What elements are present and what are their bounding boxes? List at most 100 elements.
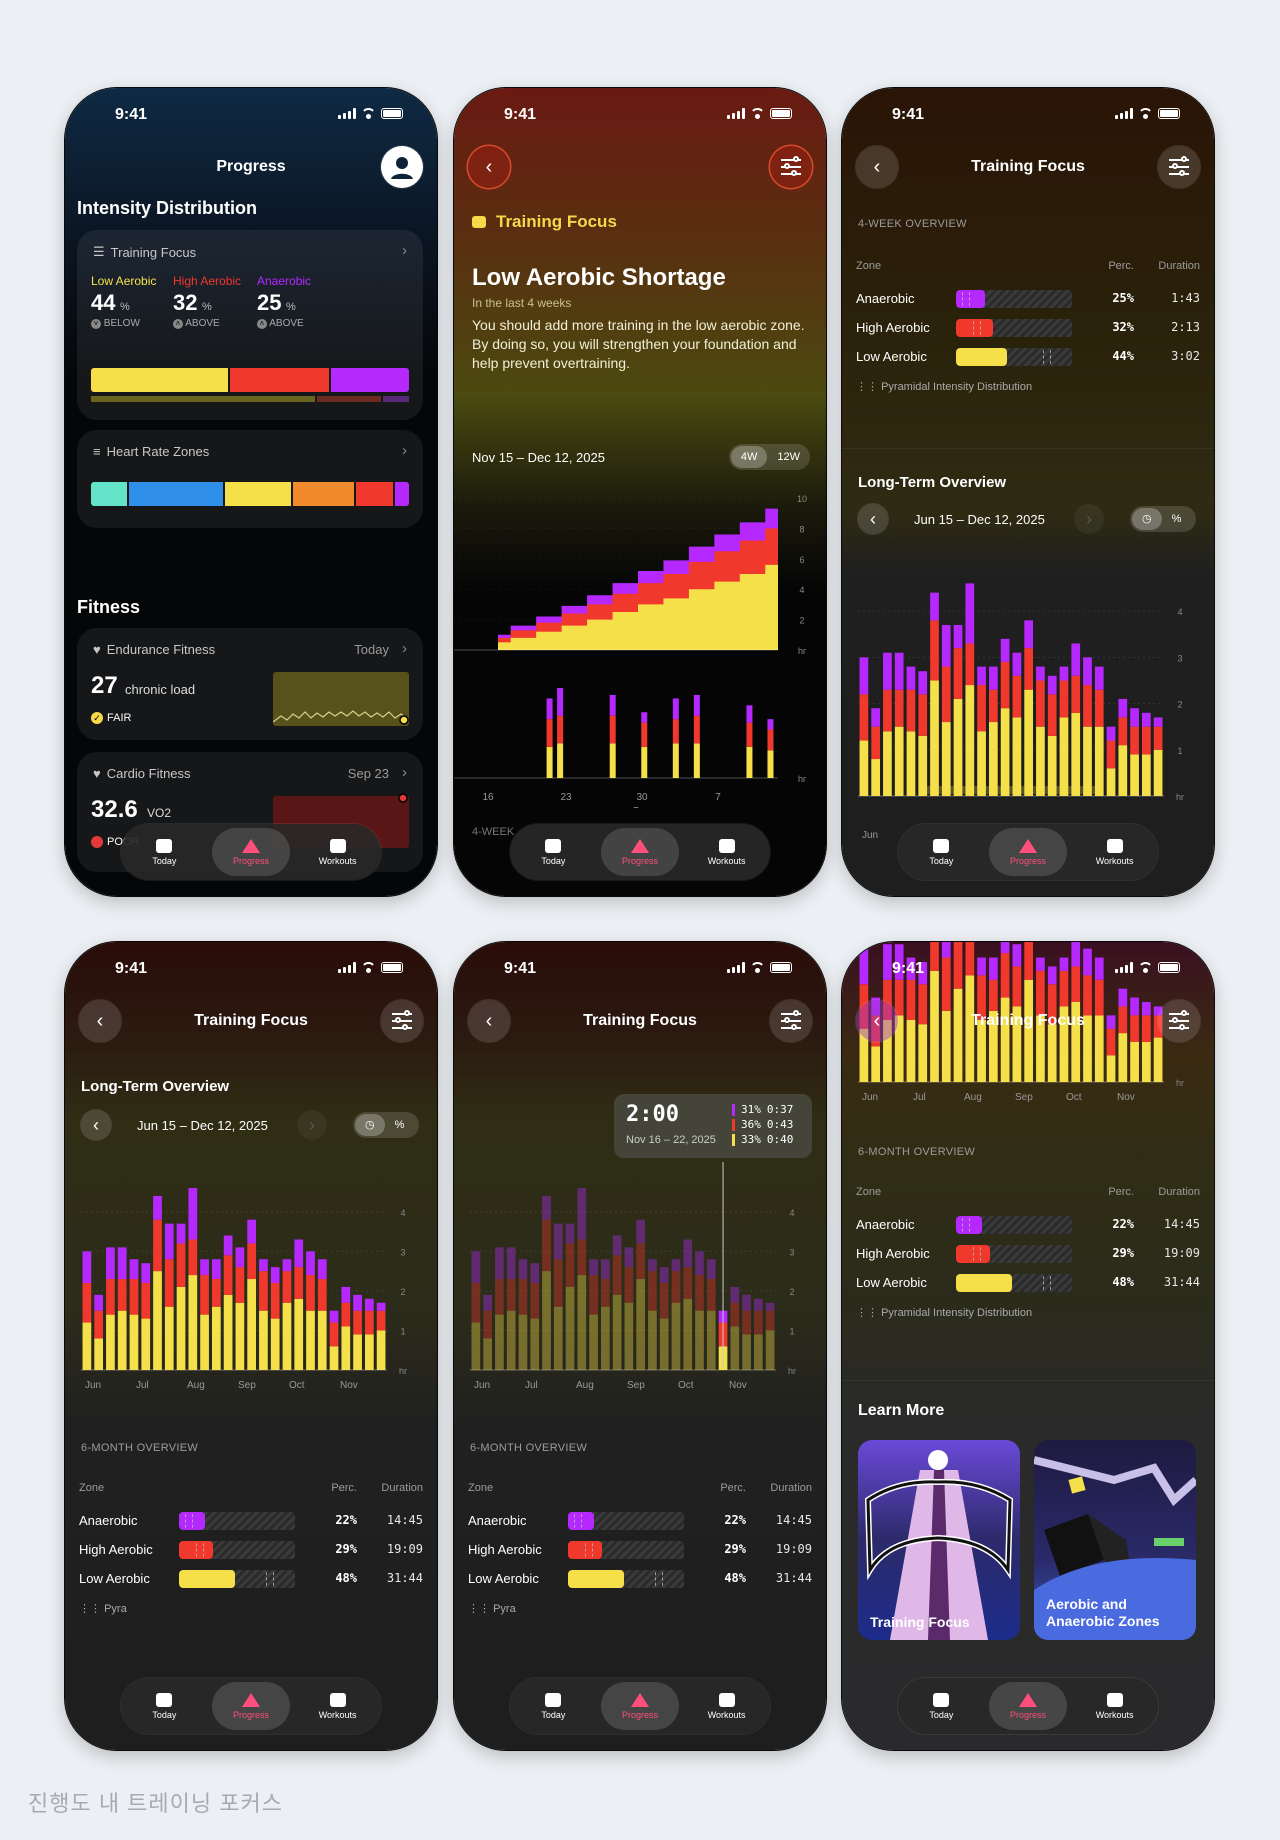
tab-today[interactable]: Today	[125, 828, 203, 876]
bar-segment	[753, 1310, 763, 1335]
zone-fill	[956, 319, 994, 337]
tab-progress[interactable]: Progress	[600, 828, 679, 876]
bar-segment	[518, 1279, 528, 1315]
bar-segment	[918, 1024, 928, 1082]
bar-segment	[648, 1310, 657, 1370]
back-button[interactable]: ‹	[856, 1000, 898, 1042]
percent-toggle[interactable]: %	[1171, 513, 1182, 525]
learn-card-zones[interactable]: Aerobic and Anaerobic Zones	[1034, 1440, 1196, 1640]
tab-progress[interactable]: Progress	[988, 828, 1067, 876]
list-icon: ☰	[93, 244, 105, 259]
heart-icon: ♥	[93, 766, 101, 781]
chart-tooltip: 2:00 Nov 16 – 22, 2025 31% 0:37 36% 0:43 33%…	[614, 1094, 812, 1158]
cardio-label: Cardio Fitness	[106, 766, 191, 781]
tab-progress[interactable]: Progress	[600, 1682, 679, 1730]
bar-segment	[1071, 675, 1081, 713]
tab-today[interactable]: Today	[902, 1682, 980, 1730]
tab-workouts[interactable]: Workouts	[299, 1682, 377, 1730]
tab-workouts[interactable]: Workouts	[688, 1682, 766, 1730]
y-tick: 4	[1177, 607, 1182, 617]
y-tick: hr	[788, 1366, 796, 1376]
zone-swatch	[732, 1103, 735, 1116]
bar-segment	[557, 715, 564, 744]
dashed-marker-icon: ⋮⋮	[856, 381, 882, 393]
clock-icon[interactable]: ◷	[355, 1114, 385, 1136]
bar-segment	[294, 1239, 304, 1268]
clock-icon[interactable]: ◷	[1132, 508, 1162, 530]
learn-card-training-focus[interactable]: Training Focus	[858, 1440, 1020, 1640]
tab-label: Progress	[621, 855, 658, 866]
bar-segment	[742, 1334, 751, 1370]
bar-segment	[871, 1046, 881, 1082]
zone-duration: 19:09	[386, 1542, 423, 1556]
tab-label: Workouts	[1095, 1709, 1134, 1720]
bar-segment	[1036, 666, 1045, 681]
filter-button[interactable]	[1158, 1000, 1200, 1042]
bar-segment	[871, 759, 881, 796]
unit-toggle[interactable]: ◷%	[353, 1112, 419, 1138]
status-time: 9:41	[892, 960, 925, 977]
overview-label: 4-WEEK OVERVIEW	[858, 218, 967, 230]
bar-segment	[1153, 1037, 1163, 1082]
bar-segment	[1141, 1042, 1151, 1082]
wifi-icon	[1138, 108, 1153, 119]
filter-button[interactable]	[770, 146, 812, 188]
tab-today[interactable]: Today	[514, 1682, 592, 1730]
bar-segment	[730, 1302, 740, 1327]
bar-segment	[329, 1310, 339, 1323]
bar-segment	[94, 1338, 104, 1370]
dashed-marker-icon: ⋮⋮	[79, 1603, 105, 1615]
bar-segment	[176, 1286, 186, 1370]
tab-today[interactable]: Today	[514, 828, 592, 876]
filter-button[interactable]	[1158, 146, 1200, 188]
tab-progress[interactable]: Progress	[211, 828, 290, 876]
back-button[interactable]: ‹	[79, 1000, 121, 1042]
tab-workouts[interactable]: Workouts	[1076, 1682, 1154, 1730]
zone-col: Zone	[856, 260, 882, 272]
tab-label: Today	[541, 1709, 566, 1720]
percent-toggle[interactable]: %	[394, 1119, 405, 1131]
y-tick: 6	[799, 555, 804, 565]
tab-today[interactable]: Today	[125, 1682, 203, 1730]
bar-segment	[1024, 689, 1034, 796]
bar-segment	[906, 957, 916, 980]
bar-segment	[953, 942, 963, 989]
bar-segment	[542, 1271, 551, 1370]
bar-segment	[553, 1223, 563, 1260]
avatar[interactable]	[381, 146, 423, 188]
tab-workouts[interactable]: Workouts	[1076, 828, 1154, 876]
back-button[interactable]: ‹	[856, 146, 898, 188]
bar-segment	[1012, 966, 1022, 1007]
prev-range-button[interactable]: ‹	[858, 504, 888, 534]
unit-toggle[interactable]: ◷%	[1130, 506, 1196, 532]
bar-segment	[672, 698, 679, 720]
bar-segment	[965, 643, 975, 686]
bar-segment	[1012, 652, 1022, 676]
bar-segment	[1012, 675, 1022, 718]
endurance-card[interactable]: ♥ Endurance Fitness Today › 27 chronic lo…	[77, 628, 423, 740]
back-button[interactable]: ‹	[468, 1000, 510, 1042]
tab-progress[interactable]: Progress	[211, 1682, 290, 1730]
next-range-button[interactable]: ›	[297, 1110, 327, 1140]
heart-rate-card[interactable]: ≡ Heart Rate Zones ›	[77, 430, 423, 528]
bar-segment	[641, 746, 648, 778]
filter-button[interactable]	[381, 1000, 423, 1042]
toggle-4w[interactable]: 4W	[730, 446, 768, 468]
toggle-12w[interactable]: 12W	[777, 451, 800, 463]
prev-range-button[interactable]: ‹	[81, 1110, 111, 1140]
bar-segment	[1130, 1015, 1139, 1042]
zone-bar	[956, 348, 1072, 366]
next-range-button[interactable]: ›	[1074, 504, 1104, 534]
bar-segment	[1130, 726, 1139, 755]
range-toggle[interactable]: 4W 12W	[728, 444, 810, 470]
pyramidal-label: Pyramidal Intensity Distribution	[881, 381, 1033, 393]
filter-button[interactable]	[770, 1000, 812, 1042]
tab-today[interactable]: Today	[902, 828, 980, 876]
tab-workouts[interactable]: Workouts	[688, 828, 766, 876]
bar-segment	[117, 1279, 127, 1311]
overview-label: 6-MONTH OVERVIEW	[81, 1442, 199, 1454]
tab-workouts[interactable]: Workouts	[299, 828, 377, 876]
training-focus-card[interactable]: ☰ Training Focus › Low Aerobic 44 % ˅ BELOW…	[77, 230, 423, 420]
tab-progress[interactable]: Progress	[988, 1682, 1067, 1730]
back-button[interactable]: ‹	[468, 146, 510, 188]
